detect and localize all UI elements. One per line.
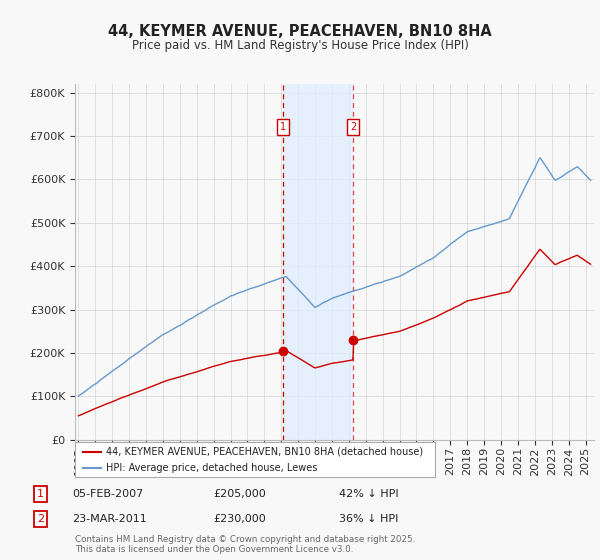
Text: Contains HM Land Registry data © Crown copyright and database right 2025.
This d: Contains HM Land Registry data © Crown c… [75, 535, 415, 554]
Text: 44, KEYMER AVENUE, PEACEHAVEN, BN10 8HA: 44, KEYMER AVENUE, PEACEHAVEN, BN10 8HA [108, 24, 492, 39]
Text: 42% ↓ HPI: 42% ↓ HPI [339, 489, 398, 500]
Text: 44, KEYMER AVENUE, PEACEHAVEN, BN10 8HA (detached house): 44, KEYMER AVENUE, PEACEHAVEN, BN10 8HA … [106, 447, 423, 457]
Text: HPI: Average price, detached house, Lewes: HPI: Average price, detached house, Lewe… [106, 463, 317, 473]
Text: £205,000: £205,000 [213, 489, 266, 500]
Text: 1: 1 [280, 123, 286, 132]
Text: 1: 1 [37, 489, 44, 500]
Text: 36% ↓ HPI: 36% ↓ HPI [339, 514, 398, 524]
Text: 23-MAR-2011: 23-MAR-2011 [72, 514, 147, 524]
Text: 05-FEB-2007: 05-FEB-2007 [72, 489, 143, 500]
Text: £230,000: £230,000 [213, 514, 266, 524]
Text: Price paid vs. HM Land Registry's House Price Index (HPI): Price paid vs. HM Land Registry's House … [131, 39, 469, 52]
Text: 2: 2 [350, 123, 356, 132]
Text: 2: 2 [37, 514, 44, 524]
Bar [283, 84, 353, 440]
